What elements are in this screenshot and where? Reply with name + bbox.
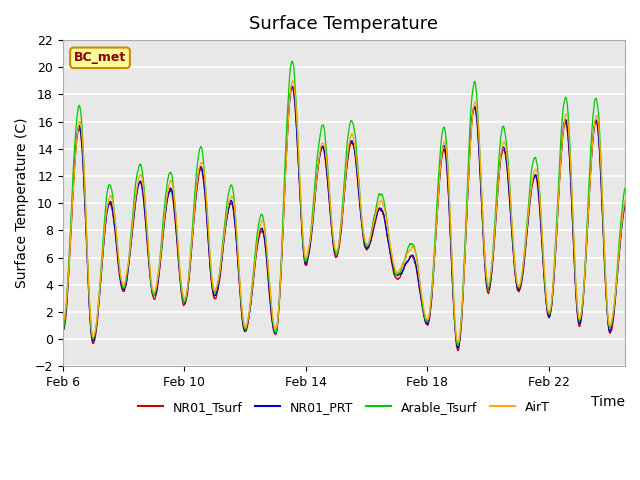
NR01_Tsurf — [547, 310, 554, 316]
NR01_PRT — [289, 84, 296, 89]
NR01_PRT — [405, 257, 413, 263]
NR01_Tsurf — [70, 179, 77, 185]
NR01_Tsurf — [563, 125, 571, 131]
Arable_Tsurf — [59, 326, 67, 332]
Text: BC_met: BC_met — [74, 51, 126, 64]
Title: Surface Temperature: Surface Temperature — [250, 15, 438, 33]
AirT — [394, 269, 402, 275]
NR01_Tsurf — [405, 256, 413, 262]
AirT — [405, 248, 413, 253]
Line: Arable_Tsurf: Arable_Tsurf — [63, 61, 625, 346]
Arable_Tsurf — [405, 243, 413, 249]
Arable_Tsurf — [621, 185, 629, 191]
Arable_Tsurf — [289, 59, 296, 64]
AirT — [621, 198, 629, 204]
AirT — [587, 167, 595, 172]
NR01_PRT — [587, 165, 595, 171]
Legend: NR01_Tsurf, NR01_PRT, Arable_Tsurf, AirT: NR01_Tsurf, NR01_PRT, Arable_Tsurf, AirT — [133, 396, 555, 419]
AirT — [547, 306, 554, 312]
NR01_Tsurf — [621, 204, 629, 209]
Arable_Tsurf — [563, 99, 571, 105]
Arable_Tsurf — [454, 343, 461, 348]
AirT — [454, 340, 462, 346]
X-axis label: Time: Time — [591, 395, 625, 408]
NR01_Tsurf — [394, 276, 402, 282]
Y-axis label: Surface Temperature (C): Surface Temperature (C) — [15, 118, 29, 288]
Arable_Tsurf — [587, 146, 595, 152]
NR01_Tsurf — [454, 348, 462, 353]
Arable_Tsurf — [394, 271, 402, 276]
Arable_Tsurf — [547, 309, 554, 314]
NR01_PRT — [547, 312, 554, 318]
NR01_PRT — [563, 121, 571, 127]
Line: NR01_PRT: NR01_PRT — [63, 86, 625, 348]
Line: NR01_Tsurf: NR01_Tsurf — [63, 86, 625, 350]
NR01_PRT — [59, 327, 67, 333]
NR01_Tsurf — [288, 84, 296, 89]
AirT — [70, 180, 77, 186]
AirT — [563, 113, 571, 119]
NR01_PRT — [621, 201, 629, 206]
NR01_Tsurf — [587, 166, 595, 171]
NR01_PRT — [70, 177, 77, 182]
NR01_PRT — [454, 345, 462, 351]
NR01_Tsurf — [59, 328, 67, 334]
AirT — [59, 321, 67, 326]
Line: AirT: AirT — [63, 80, 625, 343]
Arable_Tsurf — [70, 160, 77, 166]
AirT — [289, 77, 296, 83]
NR01_PRT — [394, 272, 402, 277]
